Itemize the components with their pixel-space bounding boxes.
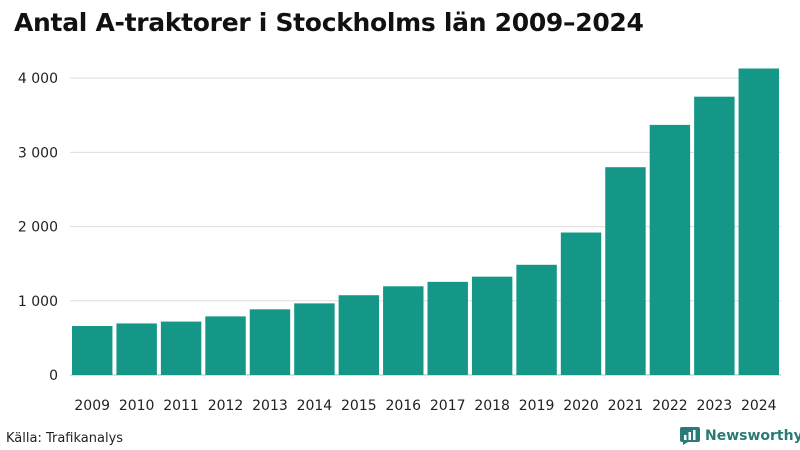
brand-logo[interactable]: Newsworthy [680, 427, 800, 445]
bar-2009 [72, 326, 113, 375]
bar-2021 [605, 167, 646, 375]
bar-2014 [294, 303, 335, 375]
bar-2016 [383, 286, 424, 375]
x-tick-label: 2009 [74, 398, 110, 414]
x-tick-label: 2021 [608, 398, 644, 414]
bar-2023 [694, 96, 735, 376]
bar-2013 [249, 309, 291, 375]
x-tick-label: 2015 [341, 398, 377, 414]
bar-2024 [738, 68, 779, 375]
x-tick-label: 2018 [474, 398, 510, 414]
x-tick-label: 2017 [430, 398, 466, 414]
x-tick-label: 2024 [741, 398, 777, 414]
bars [72, 68, 779, 376]
newsworthy-logo-icon [680, 427, 700, 445]
x-tick-label: 2012 [208, 398, 244, 414]
x-axis-labels: 2009 2010 2011 2012 2013 2014 2015 2016 2017 2018… [74, 398, 776, 414]
bar-2019 [516, 264, 557, 375]
x-tick-label: 2011 [163, 398, 199, 414]
y-tick-label: 0 [49, 368, 58, 384]
x-tick-label: 2022 [652, 398, 688, 414]
x-tick-label: 2013 [252, 398, 288, 414]
x-tick-label: 2010 [119, 398, 155, 414]
bar-2012 [205, 316, 246, 375]
y-axis-labels: 0 1 000 2 000 3 000 4 000 [18, 71, 58, 384]
x-tick-label: 2023 [697, 398, 733, 414]
bar-2020 [560, 232, 602, 375]
y-tick-label: 1 000 [18, 294, 58, 310]
y-tick-label: 4 000 [18, 71, 58, 87]
bar-2018 [471, 276, 513, 375]
x-tick-label: 2014 [297, 398, 333, 414]
bar-2017 [427, 281, 468, 375]
y-tick-label: 3 000 [18, 145, 58, 161]
bar-2011 [160, 321, 202, 375]
bar-2022 [649, 124, 691, 375]
bar-2010 [116, 323, 157, 375]
y-tick-label: 2 000 [18, 220, 58, 236]
x-tick-label: 2020 [563, 398, 599, 414]
brand-name: Newsworthy [705, 428, 800, 444]
chart-title: Antal A-traktorer i Stockholms län 2009–… [14, 8, 644, 37]
source-note: Källa: Trafikanalys [6, 431, 124, 446]
bar-2015 [338, 295, 380, 375]
x-tick-label: 2016 [385, 398, 421, 414]
x-tick-label: 2019 [519, 398, 555, 414]
